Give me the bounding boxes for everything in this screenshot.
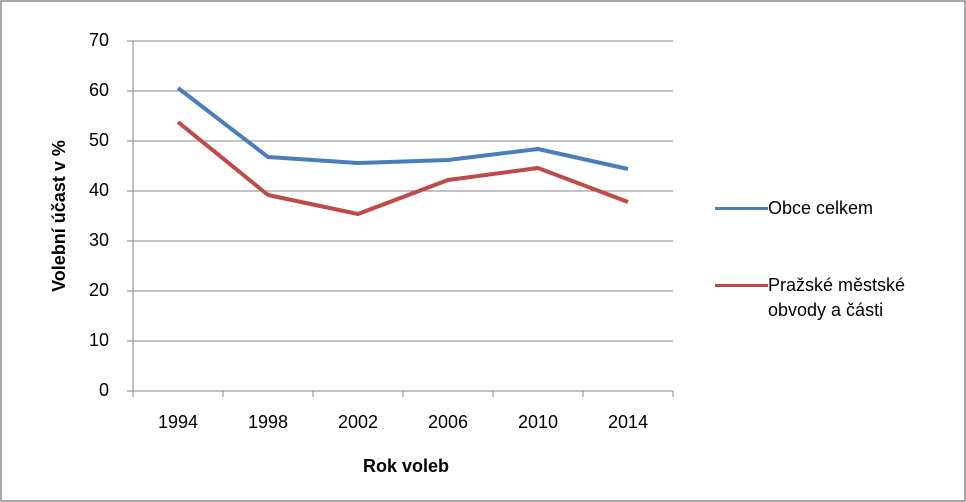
series-line (176, 86, 629, 171)
x-tick-label: 2002 (338, 412, 378, 432)
x-axis-title: Rok voleb (363, 456, 449, 476)
y-tick-label: 40 (89, 180, 109, 200)
legend-label: Pražské městské obvody a části (768, 275, 906, 320)
x-tick-label: 2014 (608, 412, 648, 432)
legend-label: Obce celkem (768, 198, 874, 218)
y-axis-title: Volební účast v % (49, 140, 69, 292)
y-tick-label: 50 (89, 130, 109, 150)
y-tick-label: 10 (89, 330, 109, 350)
legend-swatch (715, 284, 768, 287)
legend-swatch (715, 207, 768, 210)
legend-entry: Pražské městské obvody a části (715, 273, 955, 323)
x-tick-label: 1994 (158, 412, 198, 432)
y-tick-label: 20 (89, 280, 109, 300)
x-tick-label: 2010 (518, 412, 558, 432)
legend-entry: Obce celkem (715, 196, 955, 221)
x-tick-label: 2006 (428, 412, 468, 432)
y-tick-label: 30 (89, 230, 109, 250)
y-tick-label: 0 (99, 380, 109, 400)
y-tick-label: 70 (89, 30, 109, 50)
y-tick-label: 60 (89, 80, 109, 100)
series-line (176, 120, 629, 216)
x-tick-label: 1998 (248, 412, 288, 432)
